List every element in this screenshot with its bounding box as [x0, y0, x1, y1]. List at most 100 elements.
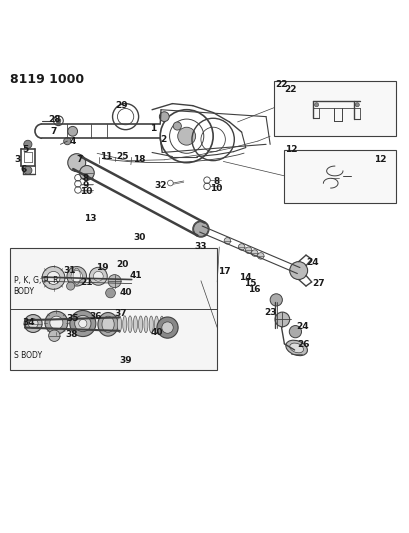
Ellipse shape	[117, 316, 121, 333]
Text: 16: 16	[248, 285, 260, 294]
Circle shape	[289, 326, 301, 338]
Circle shape	[50, 316, 63, 329]
Text: 41: 41	[129, 271, 142, 280]
Text: 10: 10	[80, 187, 92, 196]
Circle shape	[42, 266, 65, 289]
Text: 7: 7	[76, 155, 83, 164]
Circle shape	[67, 126, 77, 136]
Text: 35: 35	[66, 314, 79, 323]
Circle shape	[157, 317, 178, 338]
Bar	[9, 248, 217, 370]
Circle shape	[238, 244, 244, 250]
Circle shape	[79, 319, 87, 328]
Ellipse shape	[102, 316, 114, 333]
Circle shape	[159, 112, 169, 122]
Circle shape	[224, 238, 230, 244]
Text: 8: 8	[83, 174, 89, 183]
Text: 9: 9	[83, 181, 89, 190]
Text: 39: 39	[119, 357, 132, 366]
Text: 12: 12	[284, 145, 297, 154]
Ellipse shape	[154, 316, 158, 333]
Circle shape	[173, 122, 181, 130]
Text: 29: 29	[115, 101, 128, 110]
Circle shape	[93, 271, 103, 281]
Text: 17: 17	[218, 267, 230, 276]
Circle shape	[49, 330, 60, 342]
Circle shape	[106, 288, 115, 298]
Bar	[274, 81, 396, 136]
Ellipse shape	[144, 316, 148, 333]
Text: 10: 10	[210, 184, 222, 193]
Text: 6: 6	[20, 165, 27, 174]
Circle shape	[108, 274, 121, 288]
Circle shape	[193, 222, 208, 236]
Circle shape	[251, 250, 257, 256]
Ellipse shape	[285, 340, 307, 356]
Text: S BODY: S BODY	[13, 351, 42, 360]
Circle shape	[24, 140, 32, 148]
Text: 23: 23	[263, 308, 276, 317]
Text: 22: 22	[274, 79, 287, 88]
Circle shape	[47, 271, 60, 285]
Circle shape	[192, 221, 209, 237]
Text: 34: 34	[23, 318, 35, 327]
Text: 40: 40	[119, 288, 132, 297]
Circle shape	[355, 103, 358, 107]
Circle shape	[177, 127, 195, 145]
Text: 1: 1	[149, 124, 155, 133]
Ellipse shape	[133, 316, 137, 333]
Ellipse shape	[289, 343, 303, 353]
Circle shape	[245, 247, 251, 254]
Circle shape	[66, 282, 74, 290]
Circle shape	[79, 166, 94, 180]
Text: 28: 28	[48, 115, 61, 124]
Circle shape	[63, 138, 71, 145]
Circle shape	[24, 166, 32, 174]
Circle shape	[71, 271, 82, 282]
Circle shape	[67, 154, 85, 172]
Text: 2: 2	[160, 135, 166, 144]
Text: 14: 14	[238, 273, 251, 282]
Circle shape	[162, 322, 173, 333]
Circle shape	[74, 316, 91, 332]
Circle shape	[89, 268, 107, 285]
Text: 38: 38	[65, 330, 77, 340]
Ellipse shape	[160, 316, 164, 333]
Text: 32: 32	[154, 181, 166, 190]
Text: 4: 4	[69, 136, 76, 146]
Text: 5: 5	[22, 145, 28, 154]
Text: 31: 31	[63, 266, 76, 275]
Text: 20: 20	[116, 260, 128, 269]
Text: 25: 25	[116, 152, 129, 161]
Circle shape	[45, 311, 67, 334]
Text: 36: 36	[90, 312, 102, 321]
Text: 26: 26	[297, 340, 309, 349]
Text: 40: 40	[151, 328, 163, 337]
Text: 22: 22	[284, 85, 296, 94]
Text: 3: 3	[14, 155, 21, 164]
Text: 8119 1000: 8119 1000	[10, 73, 84, 86]
Circle shape	[314, 103, 318, 107]
Text: P, K, G, P, R
BODY: P, K, G, P, R BODY	[13, 276, 58, 296]
Ellipse shape	[138, 316, 142, 333]
Text: 8: 8	[213, 177, 219, 187]
Text: 33: 33	[194, 243, 207, 252]
Circle shape	[257, 253, 263, 259]
Circle shape	[289, 262, 307, 279]
Circle shape	[274, 312, 289, 327]
Ellipse shape	[128, 316, 132, 333]
Text: 27: 27	[311, 279, 324, 288]
Text: 13: 13	[84, 214, 96, 223]
Ellipse shape	[122, 316, 126, 333]
Circle shape	[67, 266, 86, 286]
Text: 7: 7	[50, 127, 56, 136]
Circle shape	[56, 118, 61, 123]
Text: 15: 15	[243, 279, 255, 288]
Bar	[284, 150, 396, 204]
Text: 11: 11	[100, 152, 112, 161]
Text: 24: 24	[296, 322, 308, 332]
Ellipse shape	[98, 312, 118, 336]
Circle shape	[24, 314, 42, 333]
Circle shape	[270, 294, 282, 306]
Ellipse shape	[149, 316, 153, 333]
